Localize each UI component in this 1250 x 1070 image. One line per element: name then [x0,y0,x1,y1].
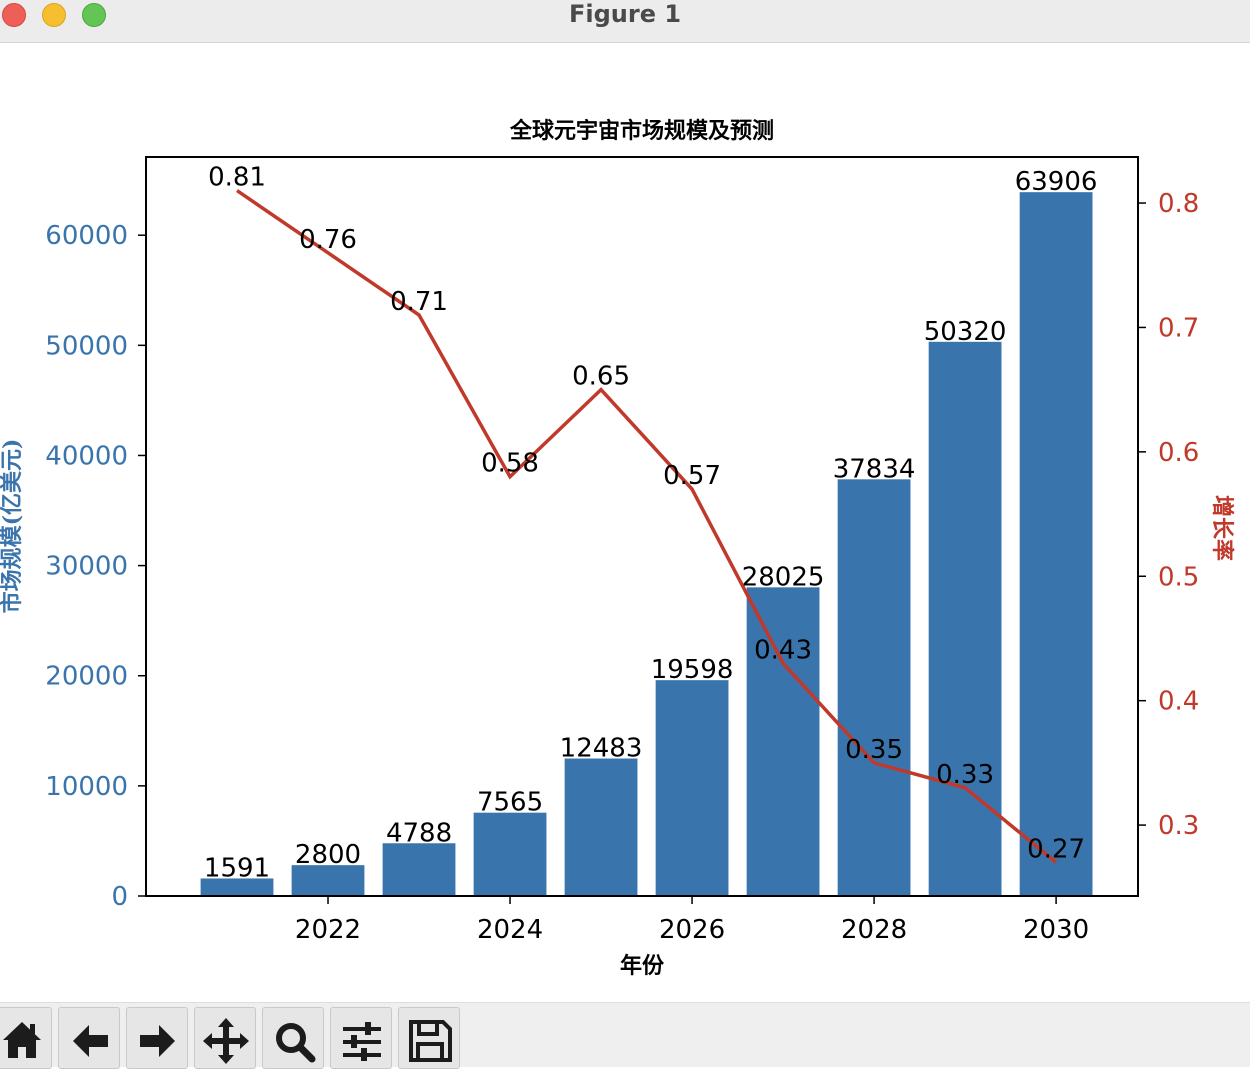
growth-value-label: 0.57 [663,461,721,491]
configure-subplots-button[interactable] [330,1007,392,1069]
y-right-tick-label: 0.4 [1158,687,1199,717]
y-right-tick-label: 0.5 [1158,562,1199,592]
y-left-tick-label: 20000 [45,662,128,692]
x-axis-label: 年份 [620,953,665,979]
window-title: Figure 1 [568,0,682,28]
y-right-tick-label: 0.8 [1158,189,1199,219]
y-left-tick-label: 40000 [45,441,128,471]
growth-line [236,189,1058,864]
y-axis-right-label: 增长率 [1209,495,1235,561]
window-titlebar: Figure 1 [0,0,1250,43]
bar-series [200,192,1093,897]
x-tick-label: 2030 [1023,915,1089,945]
chart-figure: 全球元宇宙市场规模及预测 2022 2024 2026 2028 20300100002… [0,118,1235,979]
back-button[interactable] [58,1007,120,1069]
save-button[interactable] [398,1007,460,1069]
y-right-tick-label: 0.3 [1158,811,1199,841]
growth-value-label: 0.33 [936,760,994,790]
bar-value-label: 19598 [651,655,734,685]
maximize-window-button[interactable] [82,3,106,27]
forward-button[interactable] [126,1007,188,1069]
x-tick-label: 2022 [295,915,361,945]
bar-value-label: 28025 [742,562,825,592]
close-window-button[interactable] [2,3,26,27]
y-left-tick-label: 30000 [45,552,128,582]
arrow-right-icon [140,1025,175,1057]
y-right-tick-label: 0.6 [1158,438,1199,468]
growth-value-label: 0.81 [208,163,266,193]
y-right-tick-label: 0.7 [1158,313,1199,343]
chart-title: 全球元宇宙市场规模及预测 [509,118,774,144]
bar [473,812,547,896]
bar [382,843,456,896]
pan-button[interactable] [194,1007,256,1069]
growth-value-label: 0.43 [754,635,812,665]
move-icon [203,1018,249,1064]
bar [291,865,365,896]
bar-value-label: 7565 [477,788,543,818]
x-tick-label: 2024 [477,915,543,945]
bar [655,680,729,896]
x-tick-label: 2028 [841,915,907,945]
bar-value-label: 4788 [386,818,452,848]
bar [1019,192,1093,897]
bar-value-label: 63906 [1015,167,1098,197]
bar-value-label: 1591 [204,853,270,883]
y-left-tick-label: 10000 [45,772,128,802]
growth-value-label: 0.35 [845,735,903,765]
figure-toolbar [0,1002,1250,1069]
x-tick-label: 2026 [659,915,725,945]
magnifier-icon [276,1023,316,1063]
bar [746,587,820,896]
sliders-icon [343,1022,381,1061]
growth-value-label: 0.76 [299,225,357,255]
data-labels: 1591 2800 4788 7565 12483 19598 28025 37834 5032… [204,163,1098,884]
bar [564,758,638,896]
y-left-tick-label: 50000 [45,331,128,361]
plot-frame [145,156,1139,897]
bar [200,878,274,896]
growth-value-label: 0.27 [1027,834,1085,864]
growth-value-label: 0.71 [390,287,448,317]
home-button[interactable] [0,1007,52,1069]
y-left-tick-label: 0 [111,882,128,912]
growth-value-label: 0.65 [572,362,630,392]
bar-value-label: 37834 [833,454,916,484]
floppy-disk-icon [409,1020,452,1062]
bar [837,479,911,896]
bar [928,341,1002,896]
growth-value-label: 0.58 [481,449,539,479]
y-axis-left-label: 市场规模(亿美元) [0,439,25,614]
arrow-left-icon [73,1025,108,1057]
bar-value-label: 2800 [295,840,361,870]
y-left-tick-label: 60000 [45,221,128,251]
axes: 2022 2024 2026 2028 2030 0 10000 20000 30000 4000… [45,156,1199,945]
home-icon [3,1022,41,1058]
bar-value-label: 12483 [560,734,643,764]
minimize-window-button[interactable] [42,3,66,27]
growth-line-series [236,189,1058,864]
bar-value-label: 50320 [924,317,1007,347]
zoom-button[interactable] [262,1007,324,1069]
